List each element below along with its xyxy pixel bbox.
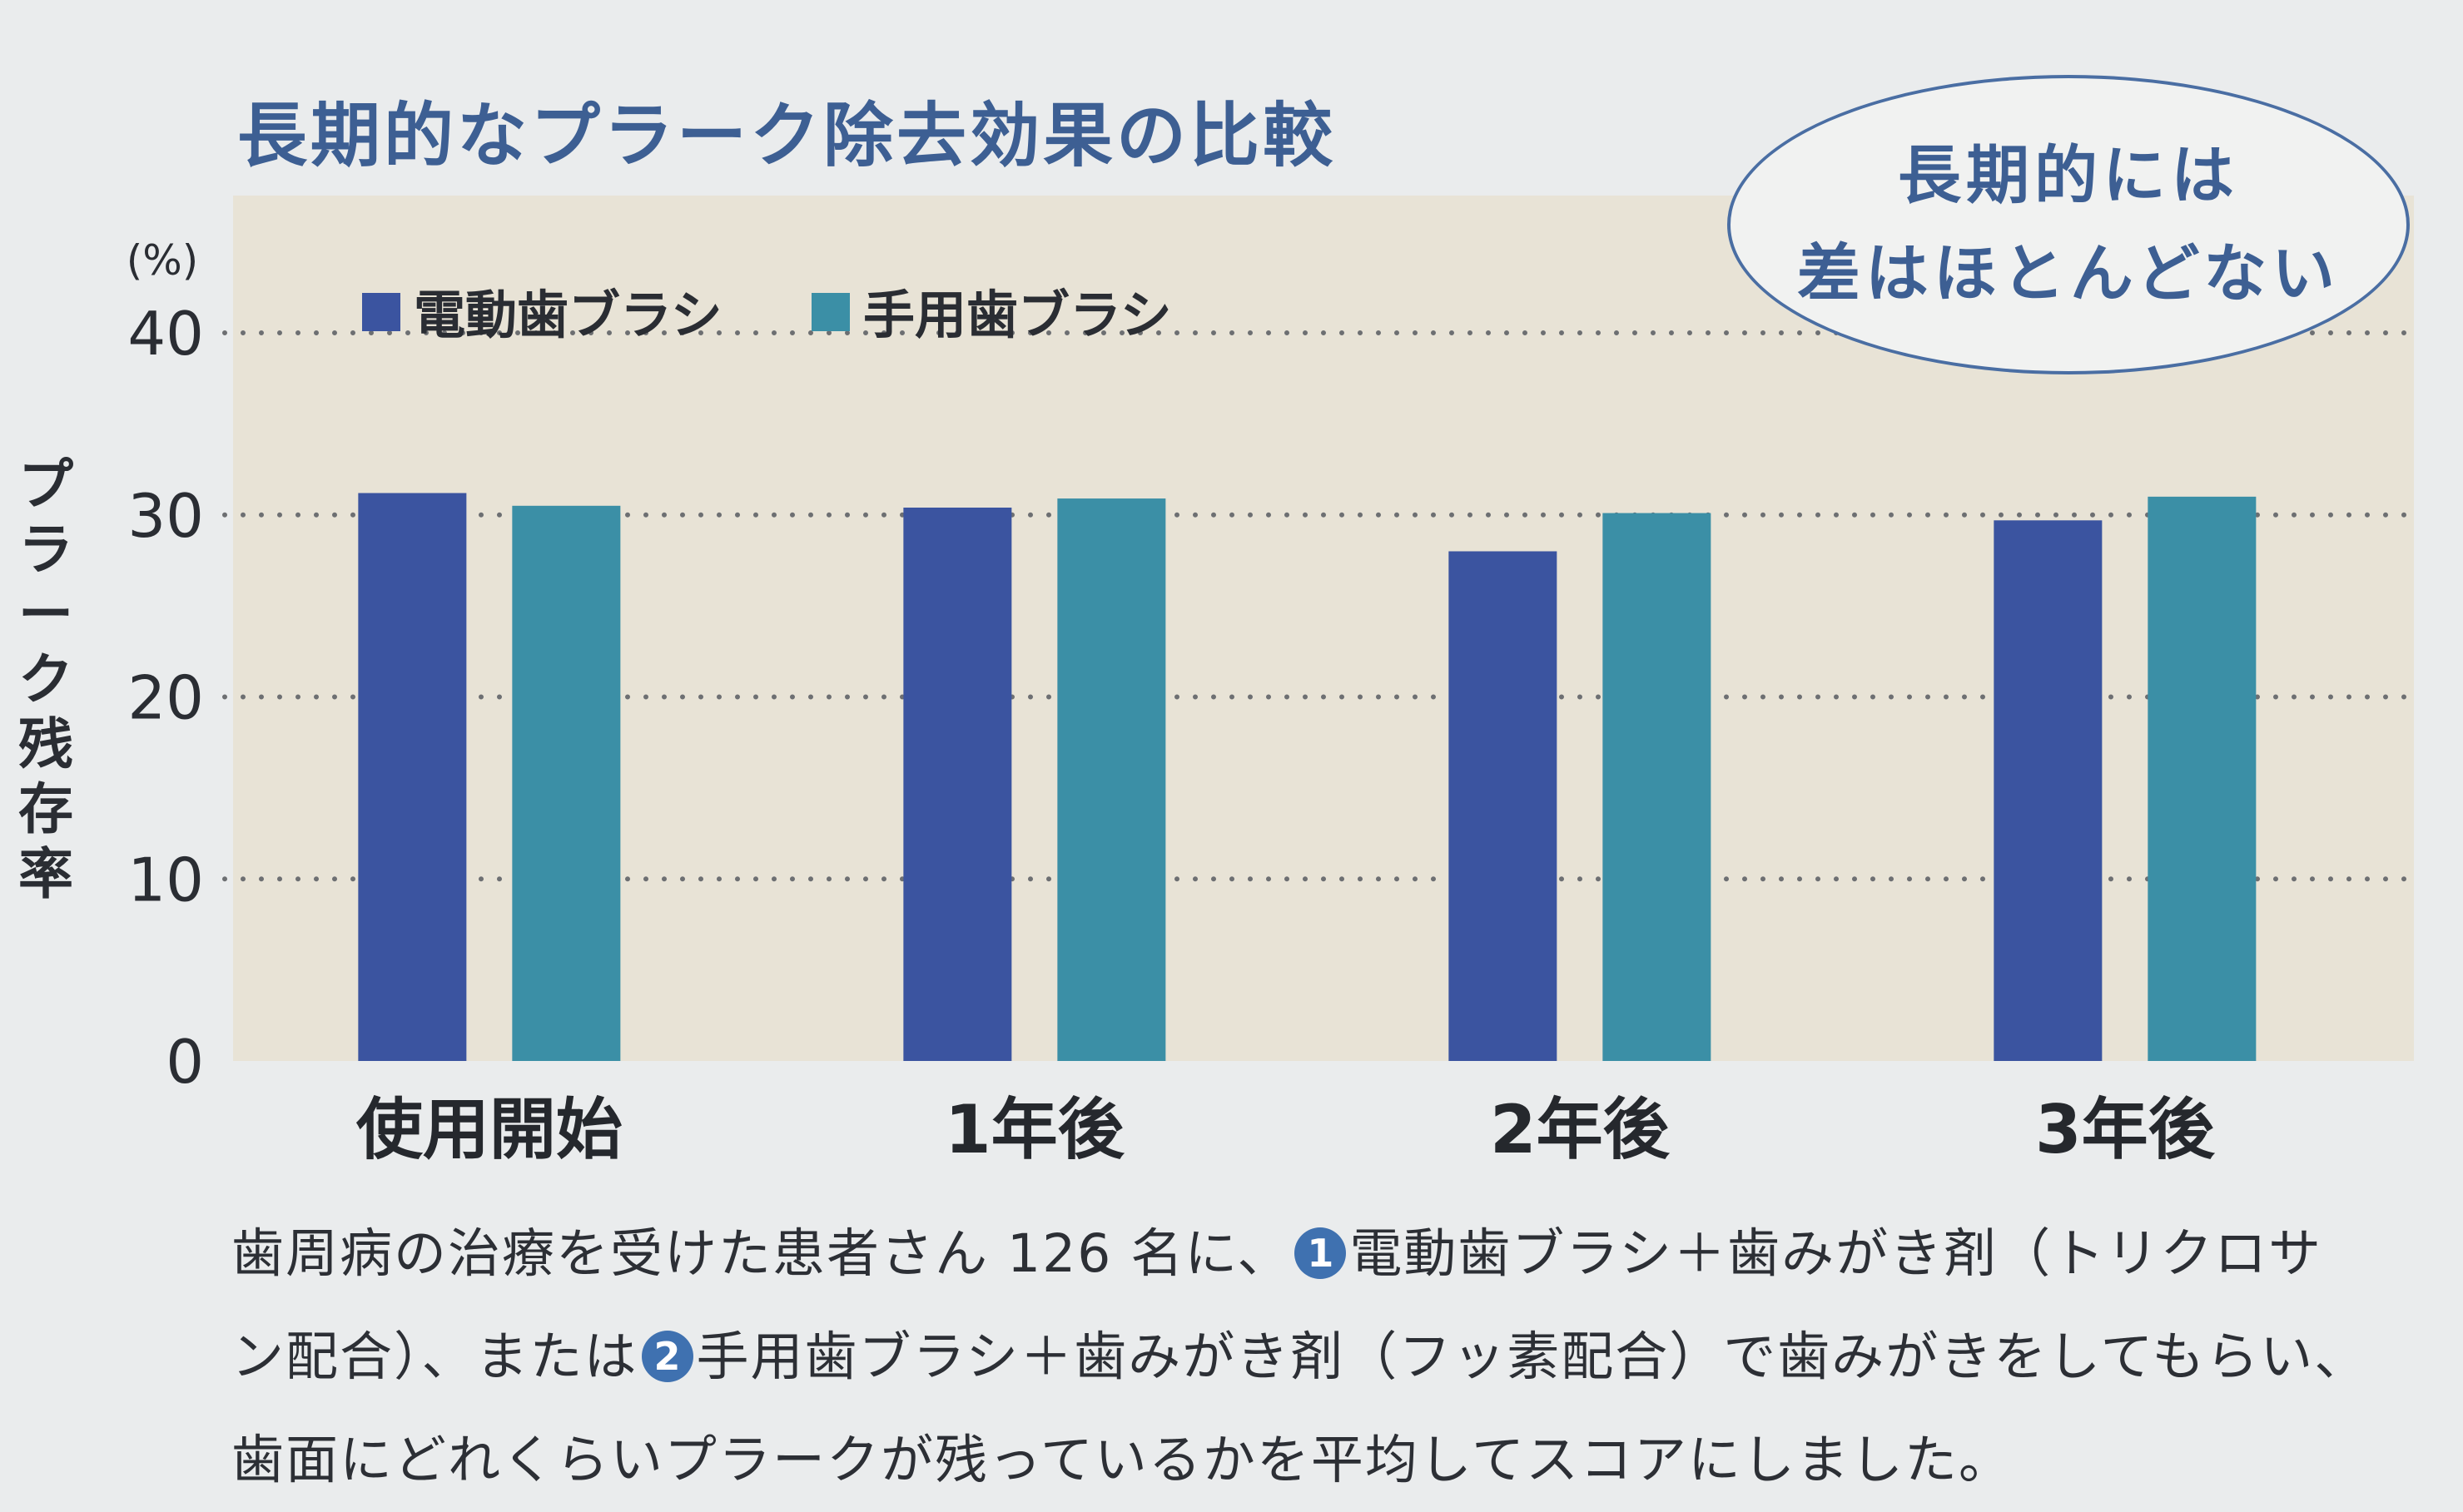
x-tick-label: 1年後 [945,1091,1125,1165]
y-axis-label-char: 存 [18,777,73,841]
bar [2148,496,2257,1061]
bar [903,508,1012,1061]
chart-title: 長期的なプラーク除去効果の比較 [237,95,1337,176]
legend-swatch [362,293,400,331]
caption-line-3: 歯面にどれくらいプラークが残っているかを平均してスコアにしました。 [231,1430,2013,1490]
legend-swatch [812,293,850,331]
y-axis-label-char: 率 [18,842,73,906]
caption-text: 手用歯ブラシ＋歯みがき剤（フッ素配合）で歯みがきをしてもらい、 [696,1326,2369,1387]
caption-line-2: ン配合）、または 2 手用歯ブラシ＋歯みがき剤（フッ素配合）で歯みがきをしてもらい、 [231,1306,2429,1409]
x-tick-label: 2年後 [1490,1091,1671,1165]
caption-text: 歯周病の治療を受けた患者さん 126 名に、 [231,1223,1292,1284]
y-axis-label-char: プ [18,453,73,517]
bar [1057,498,1166,1061]
y-axis-label-char: ラ [18,518,73,582]
bar [1994,520,2103,1061]
callout-bubble: 長期的には 差はほとんどない [1727,75,2410,374]
caption-text: 電動歯ブラシ＋歯みがき剤（トリクロサ [1349,1223,2323,1284]
bar [1448,551,1557,1061]
y-axis-label-char: ー [18,582,73,647]
y-unit-label: (%) [127,236,199,285]
y-tick-label: 0 [166,1027,204,1097]
caption-text: ン配合）、または [231,1326,638,1387]
y-tick-label: 20 [127,663,204,733]
callout-line-1: 長期的には [1898,138,2239,212]
number-1-badge: 1 [1294,1227,1347,1279]
callout-line-2: 差はほとんどない [1796,236,2341,310]
legend-label: 電動歯ブラシ [414,285,723,345]
y-tick-label: 10 [127,845,204,915]
y-axis-label-char: 残 [18,712,73,776]
bar [1602,513,1711,1061]
number-2-badge: 2 [641,1331,693,1382]
y-axis-label-char: ク [18,647,73,711]
y-tick-label: 30 [127,481,204,551]
x-tick-label: 3年後 [2035,1091,2216,1165]
y-tick-label: 40 [127,299,204,369]
bar [358,493,467,1061]
chart-caption: 歯周病の治療を受けた患者さん 126 名に、 1 電動歯ブラシ＋歯みがき剤（トリクロ… [231,1202,2429,1512]
x-tick-label: 使用開始 [356,1091,623,1165]
caption-line-1: 歯周病の治療を受けた患者さん 126 名に、 1 電動歯ブラシ＋歯みがき剤（トリクロ… [231,1202,2429,1306]
bar [512,505,621,1061]
legend-label: 手用歯ブラシ [863,285,1172,345]
